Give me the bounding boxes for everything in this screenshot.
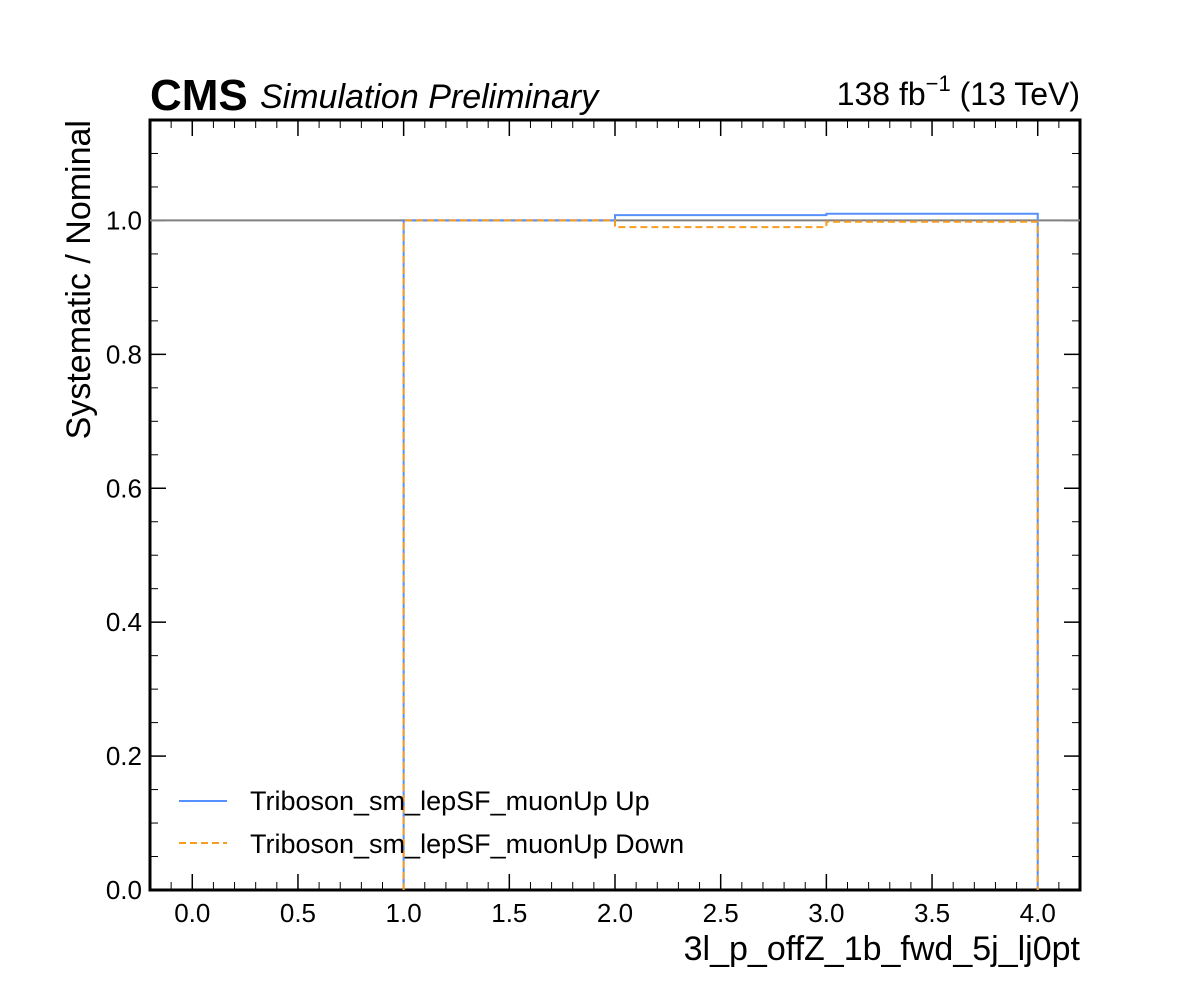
plot-frame: [148, 118, 1082, 892]
lumi-label: 138 fb−1 (13 TeV): [837, 71, 1080, 112]
y-tick-label: 0.0: [106, 875, 142, 905]
axis-ticks: [150, 119, 1080, 891]
x-tick-label: 2.0: [597, 898, 633, 928]
x-tick-label: 3.0: [808, 898, 844, 928]
legend-label-down: Triboson_sm_lepSF_muonUp Down: [250, 829, 684, 859]
x-tick-label: 0.0: [174, 898, 210, 928]
legend: Triboson_sm_lepSF_muonUp Up Triboson_sm_…: [179, 786, 684, 859]
x-tick-label: 2.5: [703, 898, 739, 928]
y-tick-label: 0.2: [106, 741, 142, 771]
x-tick-labels: 0.0 0.5 1.0 1.5 2.0 2.5 3.0 3.5 4.0: [174, 898, 1056, 928]
series-down-step-line: [402, 219, 1039, 890]
y-tick-label: 0.4: [106, 607, 142, 637]
legend-label-up: Triboson_sm_lepSF_muonUp Up: [250, 786, 650, 816]
x-tick-label: 0.5: [280, 898, 316, 928]
y-tick-label: 0.6: [106, 473, 142, 503]
x-tick-label: 3.5: [914, 898, 950, 928]
status-label: Simulation Preliminary: [260, 78, 600, 116]
x-tick-label: 1.0: [386, 898, 422, 928]
y-axis-label: Systematic / Nominal: [60, 120, 98, 439]
x-tick-label: 4.0: [1020, 898, 1056, 928]
experiment-label: CMS: [150, 71, 248, 120]
y-tick-label: 0.8: [106, 339, 142, 369]
y-tick-labels: 0.0 0.2 0.4 0.6 0.8 1.0: [106, 205, 142, 905]
series-group: [402, 212, 1039, 890]
x-tick-label: 1.5: [491, 898, 527, 928]
x-axis-label: 3l_p_offZ_1b_fwd_5j_lj0pt: [684, 930, 1081, 968]
y-tick-label: 1.0: [106, 205, 142, 235]
